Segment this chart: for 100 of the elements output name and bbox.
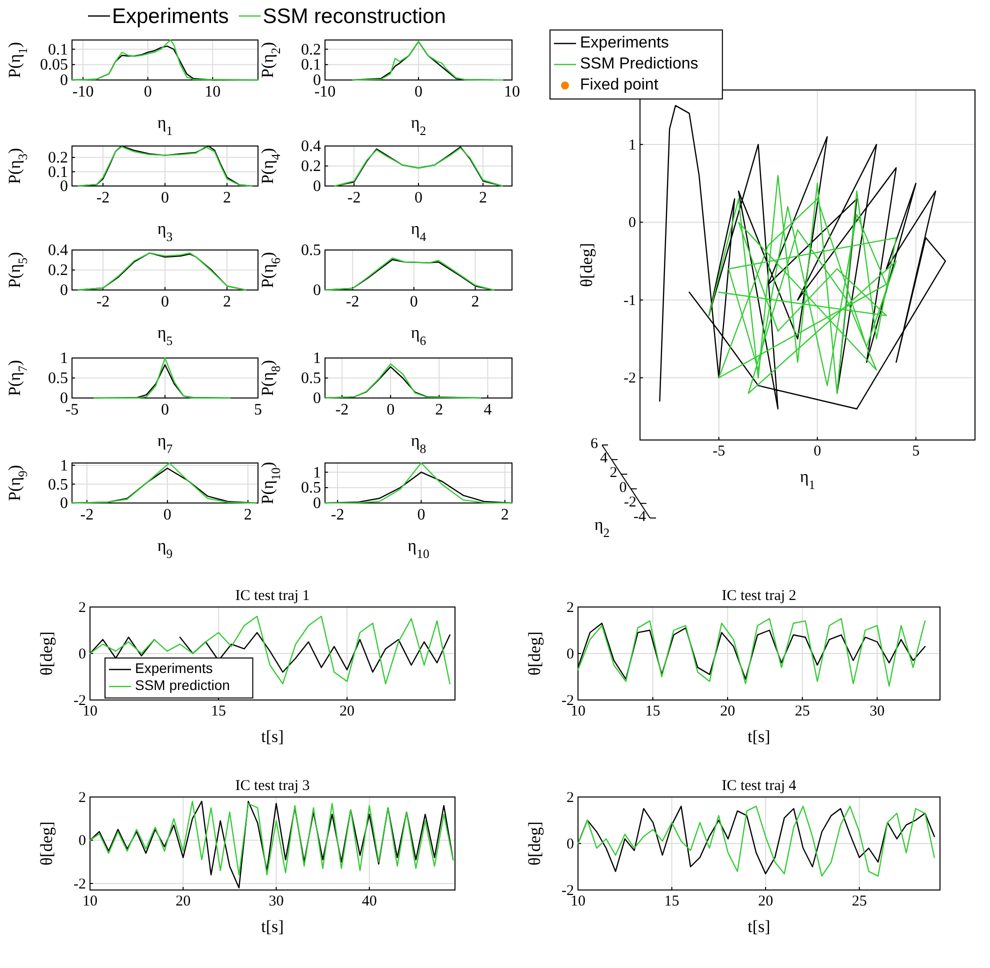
y-tick-label: 0 [313, 178, 321, 196]
y-tick-label: 0 [60, 390, 68, 408]
y-tick-label: 0 [60, 72, 68, 90]
y-tick-label: 1 [313, 464, 321, 482]
x-tick-label: 10 [504, 83, 520, 100]
x-tick-label: 15 [645, 704, 660, 720]
x-axis-title: t[s] [261, 727, 284, 746]
legend-label: Experiments [112, 5, 229, 28]
y-tick-label: 0.2 [301, 41, 321, 58]
y-tick-label: 0.1 [48, 41, 68, 58]
y-tick-label: 0 [60, 282, 68, 300]
y-tick-label: 1 [60, 350, 68, 368]
y-tick-label: 0.1 [301, 56, 321, 74]
x-tick-label: 0 [161, 401, 169, 418]
x-tick-label: 2 [435, 401, 444, 418]
y-tick-label: 0 [313, 495, 321, 512]
x-tick-label: 4 [484, 401, 492, 418]
x-tick-label: 40 [362, 894, 377, 910]
y-tick-label: 0.05 [40, 56, 68, 74]
x-axis-title: η$_{4}$ [410, 219, 427, 244]
x-tick-label: 0 [161, 293, 169, 310]
y-axis-title: θ[deg] [525, 821, 544, 866]
x-tick-label: -2 [335, 401, 349, 418]
y-tick-label: -2 [74, 876, 86, 892]
x-tick-label: 0 [417, 506, 426, 524]
x-tick-label: -5 [712, 444, 726, 460]
y-tick-label: 0.4 [301, 138, 321, 156]
y-tick-label: 2 [566, 600, 574, 616]
x-tick-label: 25 [794, 704, 810, 720]
x-tick-label: 5 [912, 444, 920, 460]
x-tick-label: 0 [414, 83, 422, 100]
x-tick-label: 15 [211, 704, 226, 720]
y-tick-label: 2 [566, 790, 574, 806]
y-tick-label: 0.5 [301, 480, 321, 497]
y-tick-label: 0.5 [48, 476, 68, 494]
y-tick-label: 2 [78, 790, 86, 806]
y-tick-label: 0 [78, 646, 86, 662]
legend-label: Fixed point [580, 76, 659, 94]
y-tick-label: 0 [60, 495, 68, 512]
y-tick-label: 1 [628, 137, 636, 154]
x-tick-label: -2 [96, 293, 110, 310]
x-tick-label: -2 [330, 506, 344, 524]
chart-title: IC test traj 1 [235, 588, 310, 604]
x-axis-title: η$_{3}$ [157, 219, 173, 244]
x-axis-title: η$_{1}$ [157, 113, 173, 138]
y-tick-label: 0.5 [301, 370, 321, 388]
x-tick-label: 0 [386, 401, 395, 418]
x-tick-label: 0 [414, 189, 422, 206]
x-tick-label: 10 [204, 83, 221, 100]
x-axis-title: t[s] [748, 727, 770, 746]
x-axis-title: η$_{10}$ [408, 536, 430, 561]
y-tick-label: 0 [566, 836, 574, 852]
x-tick-label: 20 [340, 704, 355, 720]
y-tick-label: 0.5 [48, 370, 68, 388]
y-axis-title: θ[deg] [37, 631, 56, 676]
y-axis-title: θ[deg] [577, 242, 596, 288]
text: η$_{2}$ [594, 515, 610, 540]
y-tick-label: 0.2 [48, 262, 68, 280]
legend-label: Experiments [135, 660, 213, 676]
x-tick-label: 2 [223, 189, 231, 206]
x-tick-label: 30 [870, 704, 885, 720]
y-tick-label: 0 [60, 178, 68, 196]
y-tick-label: 0.4 [48, 242, 68, 260]
x-tick-label: 10 [82, 894, 98, 910]
x-tick-label: 0 [814, 444, 822, 460]
y-tick-label: -2 [624, 370, 636, 387]
y-tick-label: 0 [313, 282, 321, 300]
y-axis-title: θ[deg] [37, 821, 56, 866]
legend-label: SSM reconstruction [262, 5, 446, 28]
x-tick-label: 20 [758, 894, 774, 910]
text: 6 [590, 436, 598, 452]
x-tick-label: 30 [268, 894, 284, 910]
chart-title: IC test traj 2 [722, 588, 796, 604]
x-axis-title: η$_{8}$ [410, 431, 426, 456]
x-tick-label: 2 [244, 506, 252, 524]
y-tick-label: 0.2 [301, 158, 321, 176]
legend-label: SSM Predictions [580, 56, 698, 73]
x-tick-label: 25 [852, 894, 867, 910]
legend-label: SSM prediction [135, 677, 230, 694]
x-tick-label: -2 [347, 189, 361, 206]
x-tick-label: 0 [161, 189, 169, 206]
chart-title: IC test traj 4 [722, 778, 797, 794]
y-tick-label: 1 [60, 457, 68, 474]
y-tick-label: 0 [313, 72, 321, 90]
x-tick-label: 5 [254, 401, 262, 418]
x-tick-label: -2 [346, 293, 360, 310]
x-axis-title: t[s] [261, 917, 284, 936]
text: -4 [634, 509, 646, 526]
x-tick-label: 2 [471, 293, 480, 310]
x-tick-label: 2 [478, 189, 487, 206]
y-tick-label: 0.5 [301, 242, 321, 260]
text: 2 [610, 466, 618, 482]
y-tick-label: 0 [78, 833, 86, 850]
x-tick-label: 0 [144, 83, 152, 100]
x-axis-title: η$_{1}$ [800, 467, 816, 492]
y-tick-label: -1 [624, 292, 636, 309]
legend-label: Experiments [580, 34, 669, 52]
x-tick-label: 2 [223, 293, 231, 310]
x-axis-title: η$_{9}$ [157, 536, 173, 561]
x-tick-label: 2 [500, 506, 509, 524]
